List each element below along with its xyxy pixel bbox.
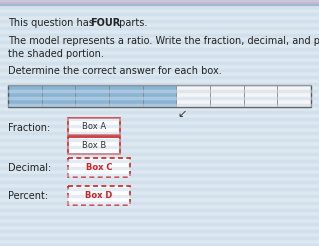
Bar [68,158,130,177]
Text: Box A: Box A [82,122,106,131]
Text: Box B: Box B [82,141,106,150]
Text: FOUR: FOUR [90,18,120,28]
Text: Box C: Box C [86,163,112,172]
Text: ↙: ↙ [177,109,187,119]
Bar [244,85,277,107]
Bar [68,118,120,135]
Text: parts.: parts. [116,18,147,28]
Bar [8,85,42,107]
Text: Determine the correct answer for each box.: Determine the correct answer for each bo… [8,66,222,76]
Text: Percent:: Percent: [8,191,48,201]
Bar [143,85,176,107]
Bar [210,85,244,107]
Bar [109,85,143,107]
Bar [68,137,120,154]
Bar [75,85,109,107]
Bar [176,85,210,107]
Text: Fraction:: Fraction: [8,123,50,133]
Bar [277,85,311,107]
Bar [68,186,130,205]
Bar [8,85,311,107]
Bar [42,85,75,107]
Text: Decimal:: Decimal: [8,163,51,173]
Text: the shaded portion.: the shaded portion. [8,49,104,59]
Bar [0,0,319,5]
Text: This question has: This question has [8,18,97,28]
Text: Box D: Box D [85,191,113,200]
Text: The model represents a ratio. Write the fraction, decimal, and percent equivalen: The model represents a ratio. Write the … [8,36,319,46]
